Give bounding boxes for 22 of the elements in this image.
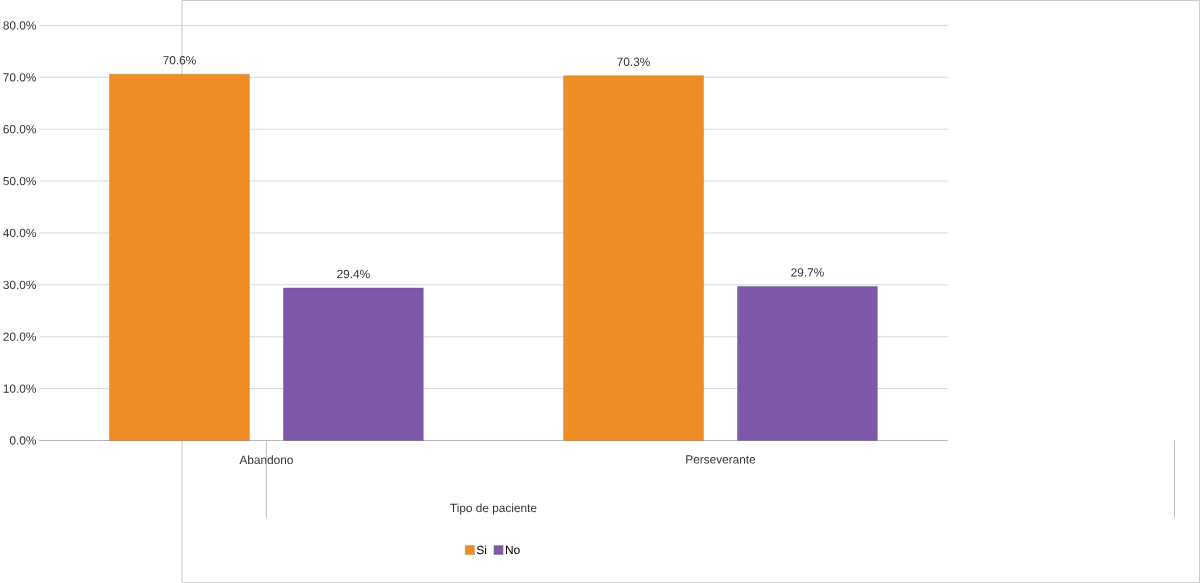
bar (563, 75, 704, 441)
bar (737, 286, 878, 441)
data-label: 70.3% (617, 57, 650, 66)
bar (109, 74, 250, 441)
x-tick-label: Abandono (239, 455, 293, 465)
bar (283, 287, 424, 441)
y-tick-label: 50.0% (3, 176, 36, 186)
data-label: 70.6% (163, 56, 196, 65)
x-axis-title: Tipo de paciente (450, 503, 537, 515)
y-tick-label: 20.0% (3, 332, 36, 341)
y-tick-label: 80.0% (3, 21, 36, 30)
x-tick-label: Perseverante (686, 455, 756, 464)
data-label: 29.4% (337, 269, 370, 279)
y-tick-label: 60.0% (3, 124, 36, 134)
y-tick-label: 70.0% (3, 73, 36, 82)
y-tick-label: 10.0% (3, 384, 36, 393)
y-tick-label: 30.0% (3, 280, 36, 290)
legend-label: No (506, 545, 520, 554)
y-tick-label: 40.0% (3, 228, 36, 238)
data-label: 29.7% (791, 268, 824, 277)
legend-label: Si (476, 545, 487, 555)
y-tick-label: 0.0% (9, 436, 36, 445)
